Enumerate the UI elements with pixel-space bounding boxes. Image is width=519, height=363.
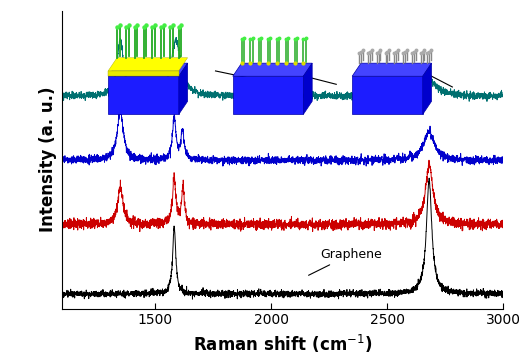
X-axis label: Raman shift (cm$^{-1}$): Raman shift (cm$^{-1}$) bbox=[193, 333, 373, 355]
Polygon shape bbox=[179, 63, 188, 114]
Polygon shape bbox=[108, 76, 179, 114]
Polygon shape bbox=[422, 63, 432, 114]
Text: Graphene: Graphene bbox=[309, 248, 382, 275]
Polygon shape bbox=[233, 63, 312, 76]
Polygon shape bbox=[303, 63, 312, 114]
Polygon shape bbox=[108, 63, 188, 76]
Polygon shape bbox=[108, 71, 179, 76]
Y-axis label: Intensity (a. u.): Intensity (a. u.) bbox=[39, 87, 57, 232]
Polygon shape bbox=[108, 58, 188, 71]
Polygon shape bbox=[352, 63, 432, 76]
Polygon shape bbox=[233, 76, 303, 114]
Polygon shape bbox=[352, 76, 422, 114]
